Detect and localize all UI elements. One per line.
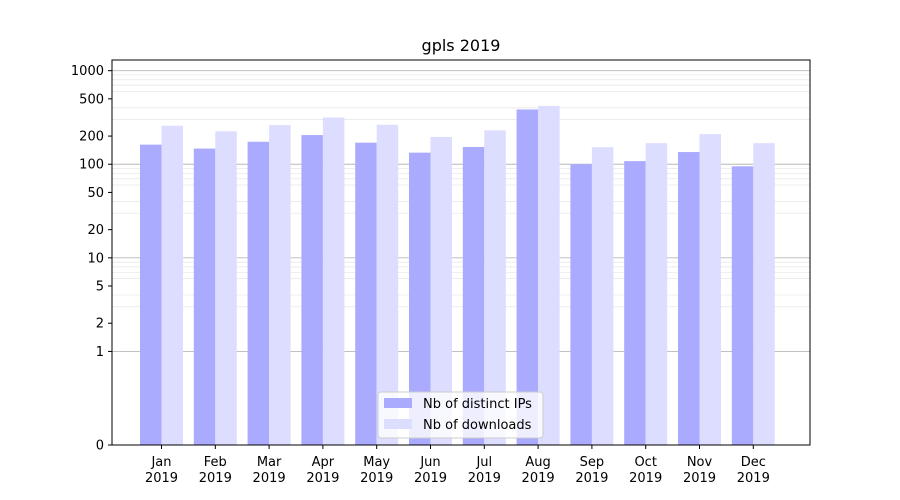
x-tick-label-year: 2019 (414, 471, 447, 486)
legend: Nb of distinct IPs Nb of downloads (377, 391, 544, 439)
y-tick-label: 1000 (71, 64, 104, 79)
legend-label-downloads: Nb of downloads (423, 418, 532, 433)
bar-distinct-ips-jun (409, 152, 431, 445)
bar-downloads-nov (699, 134, 721, 446)
chart-title: gpls 2019 (422, 36, 501, 55)
legend-box (377, 391, 544, 439)
x-tick-label-month: Mar (257, 455, 282, 470)
x-tick-label-month: Jun (419, 455, 440, 470)
x-tick-label-year: 2019 (199, 471, 232, 486)
bar-downloads-may (376, 124, 399, 445)
legend-swatch-distinct-ips (384, 398, 412, 408)
y-tick-label: 200 (79, 130, 104, 145)
x-tick-label-year: 2019 (145, 471, 178, 486)
y-tick-label: 2 (96, 317, 104, 332)
x-tick-label-year: 2019 (360, 471, 393, 486)
x-tick-label-year: 2019 (306, 471, 339, 486)
bar-distinct-ips-jul (462, 146, 485, 446)
bar-distinct-ips-aug (516, 109, 539, 445)
bar-distinct-ips-feb (193, 148, 216, 445)
bar-downloads-jan (161, 125, 183, 445)
bar-distinct-ips-jan (140, 144, 162, 445)
y-tick-label: 1 (96, 345, 104, 360)
y-tick-label: 100 (79, 158, 104, 173)
bar-downloads-apr (322, 117, 345, 445)
x-tick-label-year: 2019 (683, 471, 716, 486)
x-tick-label-year: 2019 (575, 471, 608, 486)
x-tick-label-month: Sep (580, 455, 605, 470)
bar-downloads-jul (484, 130, 506, 446)
x-tick-label-year: 2019 (522, 471, 555, 486)
x-tick-label-month: Nov (687, 455, 713, 470)
bar-downloads-sep (591, 147, 614, 445)
plot-frame (111, 59, 811, 446)
bar-distinct-ips-dec (731, 166, 754, 445)
legend-swatch-downloads (384, 419, 412, 429)
bar-downloads-feb (215, 131, 237, 445)
y-axis: 0 1 2 5 10 20 50 100 200 500 1000 (71, 64, 112, 454)
x-tick-label-month: Apr (312, 455, 335, 470)
x-tick-label-month: Dec (741, 455, 766, 470)
y-tick-label: 10 (87, 251, 104, 266)
bar-distinct-ips-oct (624, 161, 646, 445)
y-tick-label: 50 (87, 186, 104, 201)
bar-downloads-mar (269, 125, 291, 446)
x-tick-label-month: Oct (634, 455, 656, 470)
x-tick-label-month: Jan (150, 455, 171, 470)
x-tick-label-month: Jul (475, 455, 492, 470)
bar-downloads-oct (645, 143, 668, 445)
bar-downloads-dec (753, 143, 775, 445)
x-tick-label-month: May (363, 455, 390, 470)
bar-distinct-ips-mar (247, 141, 270, 445)
x-axis: Jan2019Feb2019Mar2019Apr2019May2019Jun20… (145, 445, 770, 486)
x-tick-label-month: Aug (525, 455, 550, 470)
x-tick-label-month: Feb (204, 455, 227, 470)
bar-downloads-aug (538, 105, 560, 445)
y-tick-label: 500 (79, 92, 104, 107)
bar-distinct-ips-sep (570, 164, 592, 445)
x-tick-label-year: 2019 (737, 471, 770, 486)
y-tick-label: 20 (87, 223, 104, 238)
y-tick-label: 5 (96, 280, 104, 295)
bar-distinct-ips-apr (301, 135, 323, 445)
y-tick-label: 0 (96, 439, 104, 454)
legend-label-distinct-ips: Nb of distinct IPs (423, 397, 532, 412)
bars (140, 105, 775, 446)
bar-distinct-ips-may (355, 142, 377, 445)
x-tick-label-year: 2019 (468, 471, 501, 486)
x-tick-label-year: 2019 (253, 471, 286, 486)
bar-downloads-jun (430, 136, 452, 446)
bar-distinct-ips-nov (678, 152, 700, 445)
x-tick-label-year: 2019 (629, 471, 662, 486)
